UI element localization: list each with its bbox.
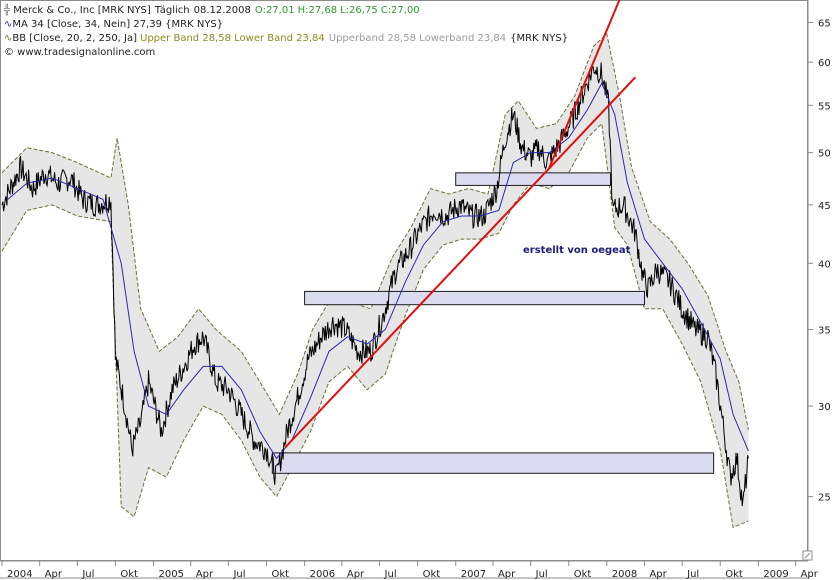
- x-tick-label: Jul: [535, 569, 548, 580]
- x-tick-label: Jul: [232, 569, 245, 580]
- price-layer: [1, 62, 749, 507]
- price-series-icon: ╬: [4, 3, 13, 16]
- x-tick-label: 2007: [461, 569, 486, 580]
- y-tick-label: 60: [818, 58, 831, 69]
- y-tick-label: 50: [818, 149, 831, 160]
- chart-header: ╬ Merck & Co., Inc [MRK NYS] Täglich 08.12…: [4, 3, 568, 58]
- y-tick-label: 65: [818, 18, 831, 29]
- header-low: L:26,75: [340, 5, 378, 16]
- moving-average-layer: [7, 82, 749, 460]
- y-tick-label: 55: [818, 101, 831, 112]
- resize-grip-icon[interactable]: [802, 550, 813, 561]
- y-tick-label: 40: [818, 259, 831, 270]
- header-bb-gray: Upperband 28,58 Lowerband 23,84: [329, 33, 506, 44]
- x-axis-ticks: 2004 Apr Jul Okt 2005 Apr Jul Okt 2006 Apr Jul Okt 2…: [1, 561, 819, 580]
- x-tick-label: Apr: [347, 569, 365, 580]
- y-tick-label: 30: [818, 402, 831, 413]
- x-tick-label: 2006: [310, 569, 335, 580]
- support-zone-layer: [271, 172, 715, 474]
- x-tick-label: 2005: [159, 569, 184, 580]
- header-mode: Täglich: [154, 5, 190, 16]
- header-close: C:27,00: [381, 5, 420, 16]
- trendline-2: [548, 0, 621, 169]
- ma-series-icon: ∿: [4, 19, 12, 30]
- bollinger-band-layer: [1, 33, 749, 529]
- header-bb-prefix: BB [Close, 20, 2, 250, Ja]: [12, 33, 137, 44]
- header-ma-text: MA 34 [Close, 34, Nein] 27,39 {MRK NYS}: [12, 19, 223, 30]
- x-tick-label: 2004: [7, 569, 32, 580]
- x-tick-label: Okt: [725, 569, 743, 580]
- price-series-line: [1, 62, 749, 507]
- y-axis-ticks: 25 30 35 40 45 50 55 60 65: [808, 18, 831, 504]
- header-copyright: © www.tradesignalonline.com: [4, 47, 155, 58]
- x-tick-label: Okt: [423, 569, 441, 580]
- x-tick-label: Okt: [120, 569, 138, 580]
- x-tick-label: 2008: [612, 569, 637, 580]
- header-ma-line: ∿MA 34 [Close, 34, Nein] 27,39 {MRK NYS}: [4, 19, 223, 30]
- support-zone-3: [271, 452, 715, 474]
- header-date: 08.12.2008: [194, 5, 251, 16]
- support-zone-1: [455, 172, 612, 186]
- x-tick-label: 2009: [763, 569, 788, 580]
- header-high: H:27,68: [298, 5, 338, 16]
- y-tick-label: 35: [818, 326, 831, 337]
- x-tick-label: Jul: [686, 569, 699, 580]
- bollinger-band-fill: [2, 34, 749, 528]
- y-tick-label: 25: [818, 493, 831, 504]
- bb-series-icon: ∿: [4, 33, 12, 44]
- header-bb-line: ∿BB [Close, 20, 2, 250, Ja] Upper Band 28…: [4, 33, 568, 44]
- bollinger-upper-line: [1, 33, 749, 430]
- header-bb-suffix: {MRK NYS}: [510, 33, 568, 44]
- header-bb-upper: Upper Band 28,58 Lower Band 23,84: [140, 33, 325, 44]
- bollinger-lower-line: [1, 122, 749, 529]
- moving-average-line: [7, 82, 749, 460]
- x-tick-label: Apr: [801, 569, 819, 580]
- x-tick-label: Jul: [81, 569, 94, 580]
- x-tick-label: Jul: [384, 569, 397, 580]
- y-tick-label: 45: [818, 201, 831, 212]
- x-tick-label: Apr: [498, 569, 516, 580]
- header-symbol: Merck & Co., Inc [MRK NYS]: [13, 5, 151, 16]
- x-tick-label: Okt: [272, 569, 290, 580]
- header-open: O:27,01: [255, 5, 295, 16]
- x-tick-label: Apr: [196, 569, 214, 580]
- x-tick-label: Apr: [649, 569, 667, 580]
- header-symbol-line: ╬ Merck & Co., Inc [MRK NYS] Täglich 08.12…: [4, 3, 420, 16]
- trendline-1: [284, 76, 637, 449]
- x-tick-label: Apr: [45, 569, 63, 580]
- author-annotation: erstellt von oegeat: [523, 245, 631, 256]
- support-zone-2: [304, 290, 645, 306]
- trendline-layer: [284, 0, 637, 449]
- x-tick-label: Okt: [574, 569, 592, 580]
